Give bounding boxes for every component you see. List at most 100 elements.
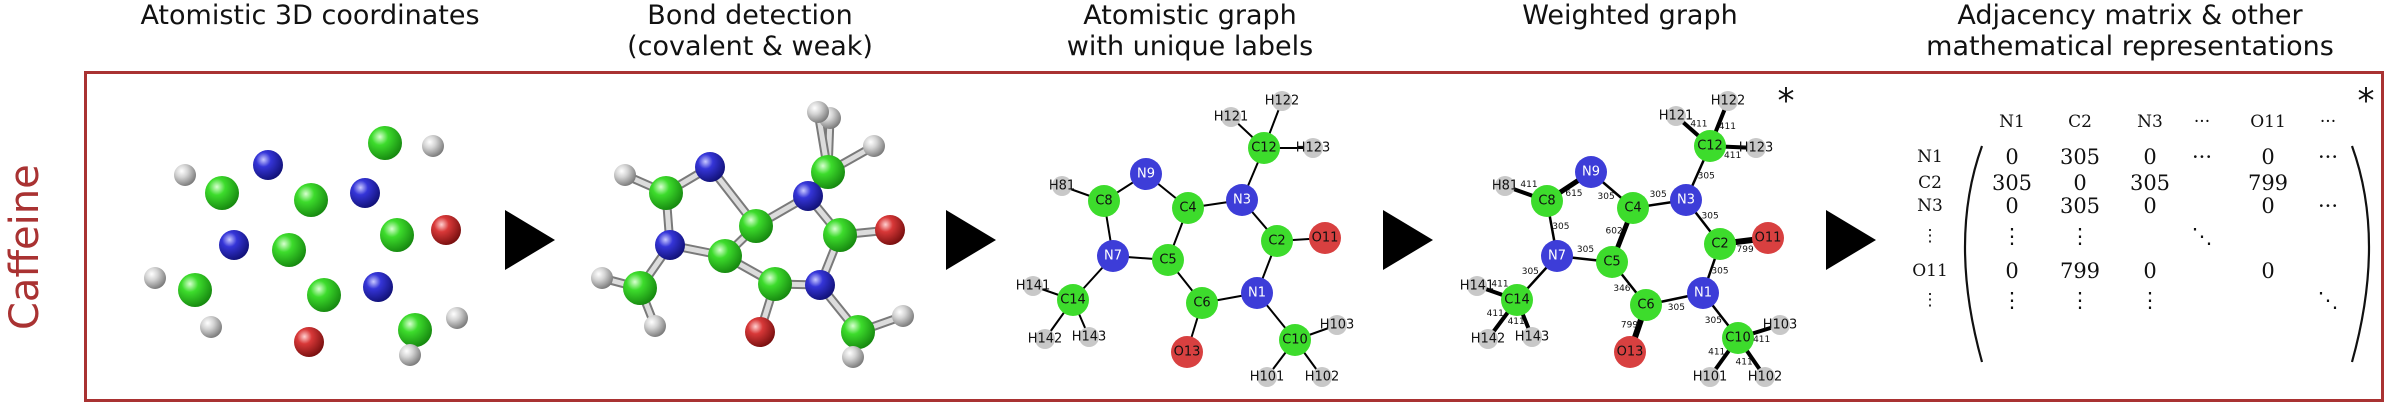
matrix-row-header-3: ⋮ — [1922, 226, 1939, 246]
node-label-c5: C5 — [1603, 255, 1620, 270]
node-label-c6: C6 — [1193, 296, 1210, 311]
node-label-n3: N3 — [1677, 193, 1695, 208]
matrix-row-header-1: C2 — [1918, 173, 1942, 193]
graph-node-h122 — [1718, 91, 1738, 111]
graph-node-h142 — [1035, 329, 1055, 349]
title-graph-line-1: Atomistic graph — [1083, 0, 1297, 31]
graph-node-c6 — [1186, 287, 1218, 319]
edge-weight-n9-c4: 305 — [1598, 192, 1615, 202]
node-label-h142: H142 — [1028, 332, 1063, 347]
atom-ball-h — [614, 164, 636, 186]
graph-node-h122 — [1272, 91, 1292, 111]
matrix-cell-0-4: 0 — [2261, 145, 2274, 169]
atom-ball-h — [842, 346, 864, 368]
matrix-col-header-2: N3 — [2137, 112, 2163, 132]
atom-sphere-c — [398, 313, 432, 347]
graph-node-c4 — [1617, 192, 1649, 224]
node-label-n9: N9 — [1582, 165, 1600, 180]
edge-weight-n1-c2: 305 — [1711, 266, 1728, 276]
graph-node-n3 — [1226, 184, 1258, 216]
matrix-cell-5-5: ⋱ — [2318, 288, 2339, 312]
atom-sphere-h — [200, 316, 222, 338]
atom-ball-h — [644, 315, 666, 337]
graph-node-c8 — [1088, 185, 1120, 217]
arrow-triangle — [505, 210, 555, 270]
title-bond-line-1: Bond detection — [647, 0, 853, 31]
atom-ball-o — [875, 215, 905, 245]
atom-sphere-o — [294, 327, 324, 357]
edge-weight-n3-c4: 305 — [1650, 190, 1667, 200]
node-label-h123: H123 — [1739, 141, 1774, 156]
atom-sphere-n — [219, 230, 249, 260]
atom-sphere-c — [205, 176, 239, 210]
matrix-cell-0-2: 0 — [2143, 145, 2156, 169]
matrix-cell-1-2: 305 — [2130, 171, 2170, 195]
node-label-h122: H122 — [1265, 94, 1300, 109]
title-graph-line-2: with unique labels — [1066, 31, 1314, 62]
atom-ball-n — [805, 270, 835, 300]
node-label-h141: H141 — [1460, 279, 1495, 294]
arrow-triangle — [946, 210, 996, 270]
atom-sphere-c — [307, 278, 341, 312]
graph-node-n9 — [1130, 158, 1162, 190]
atom-sphere-h — [446, 307, 468, 329]
edge-weight-c5-c6: 346 — [1613, 284, 1630, 294]
node-label-c10: C10 — [1282, 333, 1308, 348]
atom-ball-h — [807, 101, 829, 123]
graph-node-h102 — [1312, 367, 1332, 387]
node-label-n1: N1 — [1248, 286, 1266, 301]
matrix-col-header-5: ··· — [2320, 112, 2336, 132]
atom-ball-h — [892, 305, 914, 327]
matrix-row-header-2: N3 — [1917, 196, 1943, 216]
graph-node-h81 — [1495, 176, 1515, 196]
atom-ball-n — [793, 181, 823, 211]
graph-node-c14 — [1057, 284, 1089, 316]
atom-ball-c — [811, 155, 845, 189]
atom-sphere-n — [350, 178, 380, 208]
arrow-2 — [946, 210, 996, 270]
node-label-c10: C10 — [1725, 331, 1751, 346]
edge-weight-c12-h121: 411 — [1690, 119, 1707, 129]
edge-weight-n7-c8: 305 — [1552, 222, 1569, 232]
edge-weight-n1-c10: 305 — [1705, 316, 1722, 326]
graph-node-c4 — [1172, 192, 1204, 224]
graph-node-h121 — [1221, 107, 1241, 127]
matrix-cell-2-0: 0 — [2005, 194, 2018, 218]
atom-ball-c — [649, 176, 683, 210]
arrow-1 — [505, 210, 555, 270]
edge-weight-c14-h143: 411 — [1508, 317, 1525, 327]
edge-weight-c10-h101: 411 — [1708, 347, 1725, 357]
arrow-4 — [1826, 210, 1876, 270]
panel-bond-detection — [591, 101, 914, 368]
arrow-triangle — [1826, 210, 1876, 270]
node-label-h101: H101 — [1693, 370, 1728, 385]
graph-node-c6 — [1630, 289, 1662, 321]
graph-node-h142 — [1478, 329, 1498, 349]
node-label-h143: H143 — [1515, 330, 1550, 345]
atom-ball-n — [695, 152, 725, 182]
graph-node-h103 — [1327, 315, 1347, 335]
atom-ball-c — [758, 267, 792, 301]
graph-node-h143 — [1522, 327, 1542, 347]
matrix-cell-5-0: ⋮ — [2002, 288, 2023, 312]
title-matrix-line-2: mathematical representations — [1926, 31, 2334, 62]
graph-node-n9 — [1575, 156, 1607, 188]
edge-weight-c6-o13: 799 — [1621, 321, 1638, 331]
node-label-o11: O11 — [1312, 231, 1339, 246]
node-label-h103: H103 — [1320, 318, 1355, 333]
node-label-c12: C12 — [1697, 139, 1723, 154]
node-label-n3: N3 — [1233, 193, 1251, 208]
node-label-n7: N7 — [1104, 249, 1122, 264]
edge-weight-c2-n3: 305 — [1702, 211, 1719, 221]
atom-ball-o — [745, 317, 775, 347]
matrix-cell-4-0: 0 — [2005, 259, 2018, 283]
node-label-c8: C8 — [1095, 194, 1112, 209]
edge-weight-c4-c5: 602 — [1606, 227, 1623, 237]
atom-sphere-n — [253, 150, 283, 180]
matrix-cell-2-1: 305 — [2060, 194, 2100, 218]
graph-node-c10 — [1279, 324, 1311, 356]
atom-sphere-c — [178, 273, 212, 307]
matrix-row-header-4: O11 — [1912, 261, 1948, 281]
matrix-cell-3-0: ⋮ — [2002, 224, 2023, 248]
